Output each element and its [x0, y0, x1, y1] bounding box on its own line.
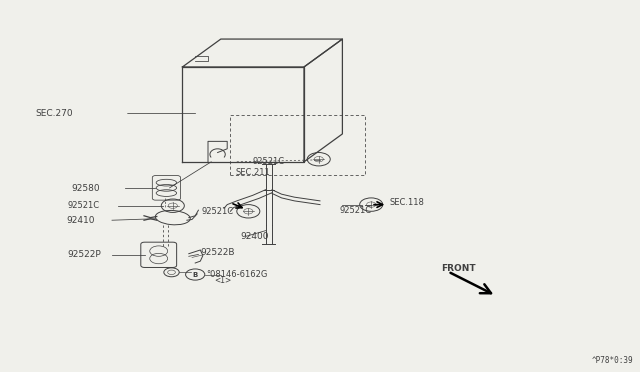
Text: SEC.270: SEC.270	[35, 109, 73, 118]
Text: 92522P: 92522P	[67, 250, 101, 259]
Text: 92521C: 92521C	[67, 201, 99, 210]
Text: SEC.118: SEC.118	[389, 198, 424, 207]
Text: <1>: <1>	[214, 276, 232, 285]
Text: ^P78*0:39: ^P78*0:39	[592, 356, 634, 365]
Text: 92580: 92580	[72, 184, 100, 193]
Text: 92521C: 92521C	[253, 157, 285, 166]
Text: 92521C: 92521C	[202, 207, 234, 216]
Text: °08146-6162G: °08146-6162G	[206, 270, 268, 279]
Text: B: B	[193, 272, 198, 278]
Text: 92522B: 92522B	[200, 248, 235, 257]
Text: FRONT: FRONT	[442, 264, 476, 273]
Text: 92400: 92400	[240, 232, 269, 241]
Text: 92521C: 92521C	[339, 206, 371, 215]
Text: 92410: 92410	[66, 216, 95, 225]
Text: SEC.211: SEC.211	[236, 169, 270, 177]
